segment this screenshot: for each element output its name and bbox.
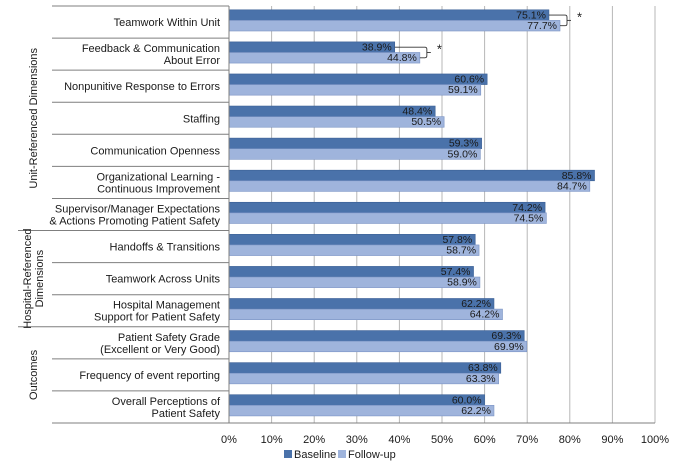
axes: 0% 10% 20% 30% 40% 50% 60% 70% 80% 90% 100% xyxy=(18,5,669,446)
data-label: 59.0% xyxy=(448,148,478,160)
legend-swatch-baseline xyxy=(284,450,292,458)
category-label: Supervisor/Manager Expectations xyxy=(55,204,221,216)
category-label: About Error xyxy=(164,55,221,67)
data-label: 59.1% xyxy=(448,84,478,96)
category-label: (Excellent or Very Good) xyxy=(100,344,220,356)
bar-follow-up xyxy=(228,340,528,353)
data-labels: 75.1%77.7% 38.9%44.8% 60.6%59.1% 48.4%50.5%… xyxy=(362,9,592,417)
data-label: 38.9% xyxy=(362,41,392,53)
data-label: 84.7% xyxy=(557,180,587,192)
bar-baseline xyxy=(228,266,474,278)
category-labels: Teamwork Within Unit Feedback & Communica… xyxy=(49,17,221,420)
data-label: 74.5% xyxy=(514,212,544,224)
significance-marker: * xyxy=(577,9,582,24)
category-label: Nonpunitive Response to Errors xyxy=(64,81,220,93)
bar-baseline xyxy=(228,234,476,246)
x-tick-label: 40% xyxy=(388,434,410,446)
group-label: Hospital-Referenced xyxy=(22,229,34,329)
bar-follow-up xyxy=(228,20,561,32)
x-tick-label: 100% xyxy=(641,434,669,446)
data-label: 85.8% xyxy=(562,170,592,182)
category-label: Teamwork Across Units xyxy=(106,274,221,286)
bar-follow-up xyxy=(228,244,480,256)
data-label: 57.8% xyxy=(442,234,472,246)
category-label: Staffing xyxy=(183,113,220,125)
x-tick-label: 50% xyxy=(431,434,453,446)
group-label: Unit-Referenced Dimensions xyxy=(28,47,40,188)
x-tick-label: 10% xyxy=(261,434,283,446)
category-label: Patient Safety Grade xyxy=(118,332,220,344)
data-label: 62.2% xyxy=(461,298,491,310)
x-tick-label: 20% xyxy=(303,434,325,446)
bars xyxy=(228,9,595,417)
data-label: 77.7% xyxy=(527,20,557,32)
data-label: 57.4% xyxy=(441,266,471,278)
category-label: Communication Openness xyxy=(90,145,220,157)
x-tick-label: 70% xyxy=(516,434,538,446)
data-label: 60.0% xyxy=(452,394,482,406)
significance-marker: * xyxy=(437,41,442,56)
bar-follow-up xyxy=(228,84,482,96)
legend-label: Baseline xyxy=(294,449,336,461)
x-tick-label: 60% xyxy=(474,434,496,446)
x-tick-label: 80% xyxy=(559,434,581,446)
category-label: Overall Perceptions of xyxy=(112,396,221,408)
bar-follow-up xyxy=(228,276,481,288)
data-label: 62.2% xyxy=(461,405,491,417)
x-tick-label: 0% xyxy=(221,434,237,446)
x-tick-label: 30% xyxy=(346,434,368,446)
data-label: 75.1% xyxy=(516,9,546,21)
bar-baseline xyxy=(228,298,495,310)
category-label: Frequency of event reporting xyxy=(79,370,220,382)
bar-baseline xyxy=(228,73,488,85)
bar-follow-up xyxy=(228,405,495,417)
bar-follow-up xyxy=(228,372,499,385)
category-label: Support for Patient Safety xyxy=(94,312,220,324)
category-label: Handoffs & Transitions xyxy=(110,242,221,254)
bar-baseline xyxy=(228,9,550,21)
x-tick-label: 90% xyxy=(601,434,623,446)
data-label: 44.8% xyxy=(387,52,417,64)
bar-baseline xyxy=(228,362,502,374)
legend-label: Follow-up xyxy=(348,449,396,461)
bar-baseline xyxy=(228,169,595,182)
data-label: 60.6% xyxy=(454,74,484,86)
data-label: 48.4% xyxy=(402,106,432,118)
data-label: 69.3% xyxy=(491,330,521,342)
bar-baseline xyxy=(228,330,525,342)
category-label: Feedback & Communication xyxy=(82,43,220,55)
data-label: 64.2% xyxy=(470,309,500,321)
significance-markers: ** xyxy=(394,9,582,59)
category-label: Organizational Learning - xyxy=(96,171,220,183)
data-label: 74.2% xyxy=(512,202,542,214)
group-label: Outcomes xyxy=(28,349,40,400)
category-label: Continuous Improvement xyxy=(97,183,220,195)
data-label: 69.9% xyxy=(494,341,524,353)
bar-baseline xyxy=(228,394,485,406)
data-label: 58.9% xyxy=(447,277,477,289)
data-label: 58.7% xyxy=(446,245,476,257)
bar-follow-up xyxy=(228,308,503,320)
data-label: 63.3% xyxy=(466,373,496,385)
data-label: 59.3% xyxy=(449,138,479,150)
legend: Baseline Follow-up xyxy=(284,449,396,461)
bar-follow-up xyxy=(228,148,481,160)
bar-baseline xyxy=(228,137,482,150)
bar-follow-up xyxy=(228,180,591,192)
group-label: Dimensions xyxy=(34,249,46,307)
group-labels: Unit-Referenced Dimensions Hospital-Refer… xyxy=(22,47,46,399)
category-label: & Actions Promoting Patient Safety xyxy=(49,216,220,228)
legend-swatch-follow-up xyxy=(338,450,346,458)
bar-baseline xyxy=(228,201,546,214)
data-label: 63.8% xyxy=(468,362,498,374)
bar-follow-up xyxy=(228,212,547,224)
category-label: Hospital Management xyxy=(113,300,220,312)
data-label: 50.5% xyxy=(411,116,441,128)
category-label: Teamwork Within Unit xyxy=(114,17,220,29)
category-label: Patient Safety xyxy=(152,408,221,420)
